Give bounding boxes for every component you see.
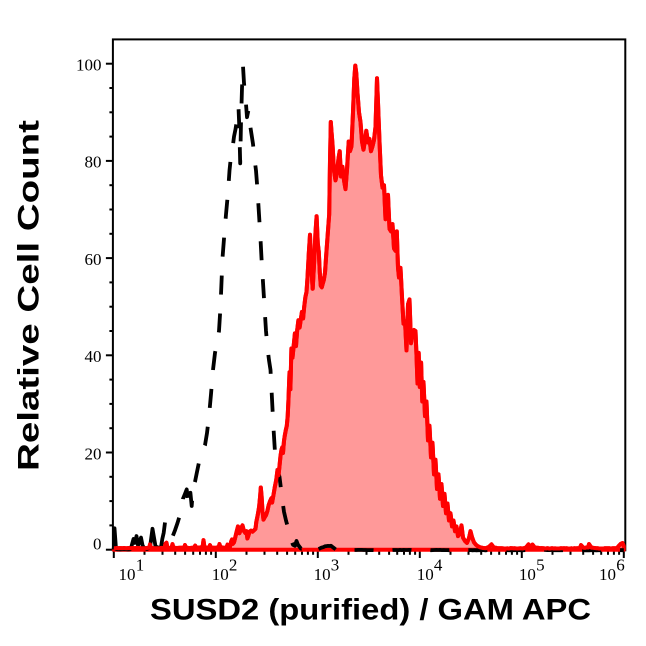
svg-text:Relative Cell Count: Relative Cell Count [13,120,46,471]
svg-text:3: 3 [331,555,340,574]
svg-text:0: 0 [93,534,102,553]
svg-text:60: 60 [85,250,102,269]
svg-text:20: 20 [85,444,102,463]
svg-text:10: 10 [212,565,229,584]
svg-text:2: 2 [229,555,238,574]
svg-text:10: 10 [314,565,331,584]
svg-text:10: 10 [519,565,536,584]
svg-text:4: 4 [434,555,443,574]
svg-text:1: 1 [136,555,145,574]
svg-text:6: 6 [616,555,625,574]
svg-text:100: 100 [76,56,102,75]
svg-text:5: 5 [536,555,545,574]
svg-text:10: 10 [599,565,616,584]
svg-text:SUSD2 (purified) / GAM APC: SUSD2 (purified) / GAM APC [150,593,591,626]
svg-text:10: 10 [417,565,434,584]
svg-text:80: 80 [85,153,102,172]
svg-text:40: 40 [85,347,102,366]
svg-text:10: 10 [119,565,136,584]
